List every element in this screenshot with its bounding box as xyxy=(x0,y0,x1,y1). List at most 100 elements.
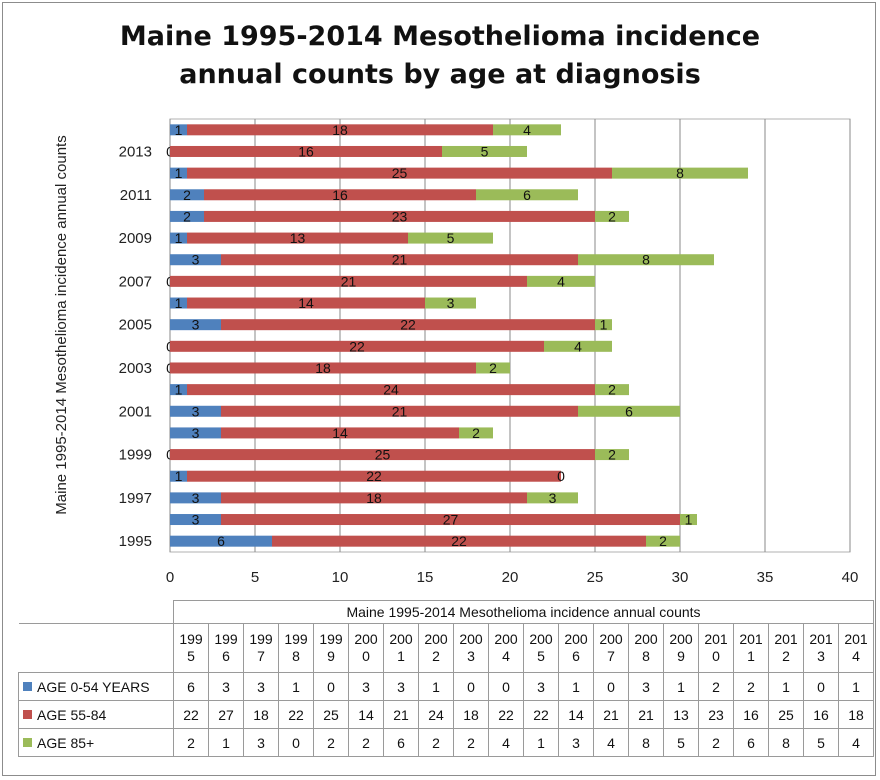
data-label: 2 xyxy=(183,208,191,224)
table-cell: 1 xyxy=(838,672,874,701)
data-label: 8 xyxy=(642,252,650,268)
data-label: 21 xyxy=(392,403,408,419)
table-cell: 3 xyxy=(523,672,559,701)
bar-segment xyxy=(170,362,476,374)
data-label: 2 xyxy=(472,425,480,441)
table-cell: 0 xyxy=(453,672,489,701)
table-cell: 2 xyxy=(733,672,769,701)
bar-segment xyxy=(595,384,629,396)
table-year-header: 2004 xyxy=(488,623,524,673)
table-cell: 23 xyxy=(698,700,734,729)
x-tick-label: 20 xyxy=(502,569,519,586)
data-label: 1 xyxy=(175,382,183,398)
bar-segment xyxy=(595,319,612,331)
data-label: 8 xyxy=(676,165,684,181)
table-cell: 2 xyxy=(173,728,209,757)
data-label: 14 xyxy=(298,295,314,311)
table-year-header: 2006 xyxy=(558,623,594,673)
table-cell: 3 xyxy=(208,672,244,701)
bar-segment xyxy=(221,405,578,417)
bar-segment xyxy=(408,232,493,244)
table-cell: 14 xyxy=(348,700,384,729)
data-label: 2 xyxy=(659,533,667,549)
data-label: 2 xyxy=(183,187,191,203)
bar-segment xyxy=(544,340,612,352)
data-label: 1 xyxy=(685,512,693,528)
bar-segment xyxy=(442,145,527,157)
table-row: AGE 55-84 22 27 18 22 25 14 21 24 18 22 22 14 21 21 13 2… xyxy=(18,700,874,729)
y-tick-label: 1995 xyxy=(119,533,152,550)
bar-segment xyxy=(170,189,204,201)
y-tick-label: 2011 xyxy=(120,187,152,204)
year-text: 2006 xyxy=(564,631,588,664)
table-cell: 18 xyxy=(453,700,489,729)
bar-segment xyxy=(170,514,221,526)
y-tick-label: 2001 xyxy=(119,403,152,420)
bar-segment xyxy=(459,427,493,439)
table-cell: 2 xyxy=(313,728,349,757)
x-tick-label: 25 xyxy=(587,569,604,586)
y-tick-label: 2005 xyxy=(119,317,152,334)
bar-segment xyxy=(272,535,646,547)
year-text: 2008 xyxy=(634,631,658,664)
bar-segment xyxy=(170,210,204,222)
x-tick-label: 35 xyxy=(757,569,774,586)
data-label: 1 xyxy=(175,295,183,311)
table-year-header: 2003 xyxy=(453,623,489,673)
year-text: 2009 xyxy=(669,631,693,664)
table-year-header: 2008 xyxy=(628,623,664,673)
bar-segment xyxy=(170,340,544,352)
bar-segment xyxy=(187,470,561,482)
data-label: 13 xyxy=(290,230,306,246)
table-cell: 25 xyxy=(768,700,804,729)
data-table: Maine 1995-2014 Mesothelioma incidence a… xyxy=(18,600,874,757)
year-text: 1996 xyxy=(214,631,238,664)
table-cell: 3 xyxy=(243,672,279,701)
table-title-row: Maine 1995-2014 Mesothelioma incidence a… xyxy=(18,600,874,624)
table-year-header: 2007 xyxy=(593,623,629,673)
bar-segment xyxy=(221,254,578,266)
data-label: 1 xyxy=(600,317,608,333)
table-cell: 0 xyxy=(278,728,314,757)
year-text: 2002 xyxy=(424,631,448,664)
series-name: AGE 0-54 YEARS xyxy=(37,678,150,695)
data-label: 18 xyxy=(366,490,382,506)
chart-title-line-2: annual counts by age at diagnosis xyxy=(179,59,701,90)
x-tick-label: 0 xyxy=(166,569,174,586)
table-corner xyxy=(18,623,174,673)
bar-segment xyxy=(680,514,697,526)
data-label: 27 xyxy=(443,512,459,528)
table-cell: 22 xyxy=(488,700,524,729)
data-label: 14 xyxy=(332,425,348,441)
table-cell: 5 xyxy=(663,728,699,757)
table-cell: 21 xyxy=(628,700,664,729)
legend-swatch xyxy=(23,709,32,719)
data-label: 4 xyxy=(523,122,531,138)
y-tick-label: 1997 xyxy=(119,490,152,507)
table-year-header: 2001 xyxy=(383,623,419,673)
table-cell: 3 xyxy=(628,672,664,701)
table-cell: 1 xyxy=(418,672,454,701)
bar-segment xyxy=(204,189,476,201)
data-label: 2 xyxy=(608,447,616,463)
bar-segment xyxy=(187,297,425,309)
data-label: 3 xyxy=(447,295,455,311)
data-label: 6 xyxy=(217,533,225,549)
bar-segment xyxy=(170,124,187,136)
table-cell: 4 xyxy=(838,728,874,757)
bar-segment xyxy=(170,232,187,244)
table-year-header: 1997 xyxy=(243,623,279,673)
data-label: 2 xyxy=(608,382,616,398)
data-label: 4 xyxy=(574,338,582,354)
series-label: AGE 55-84 xyxy=(18,700,174,729)
table-cell: 18 xyxy=(838,700,874,729)
bar-segment xyxy=(595,449,629,461)
table-header-row: 1995 1996 1997 1998 1999 2000 2001 2002 2003 2004… xyxy=(18,623,874,673)
table-corner xyxy=(18,600,174,624)
bar-segment xyxy=(170,535,272,547)
chart-title: Maine 1995-2014 Mesothelioma incidence a… xyxy=(60,18,820,94)
table-row: AGE 0-54 YEARS 6 3 3 1 0 3 3 1 0 0 3 1 0 3 1 2 2 1 0 1 xyxy=(18,672,874,701)
table-year-header: 2012 xyxy=(768,623,804,673)
table-title: Maine 1995-2014 Mesothelioma incidence a… xyxy=(173,600,874,624)
bar-segment xyxy=(204,210,595,222)
